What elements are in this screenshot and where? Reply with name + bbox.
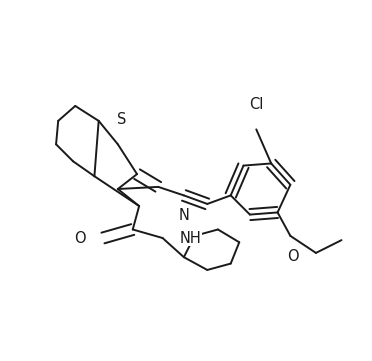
Text: O: O [287,249,298,264]
Text: Cl: Cl [249,97,263,112]
Text: O: O [74,231,86,245]
Text: N: N [179,208,189,223]
Text: NH: NH [180,231,201,245]
Text: S: S [118,112,127,127]
